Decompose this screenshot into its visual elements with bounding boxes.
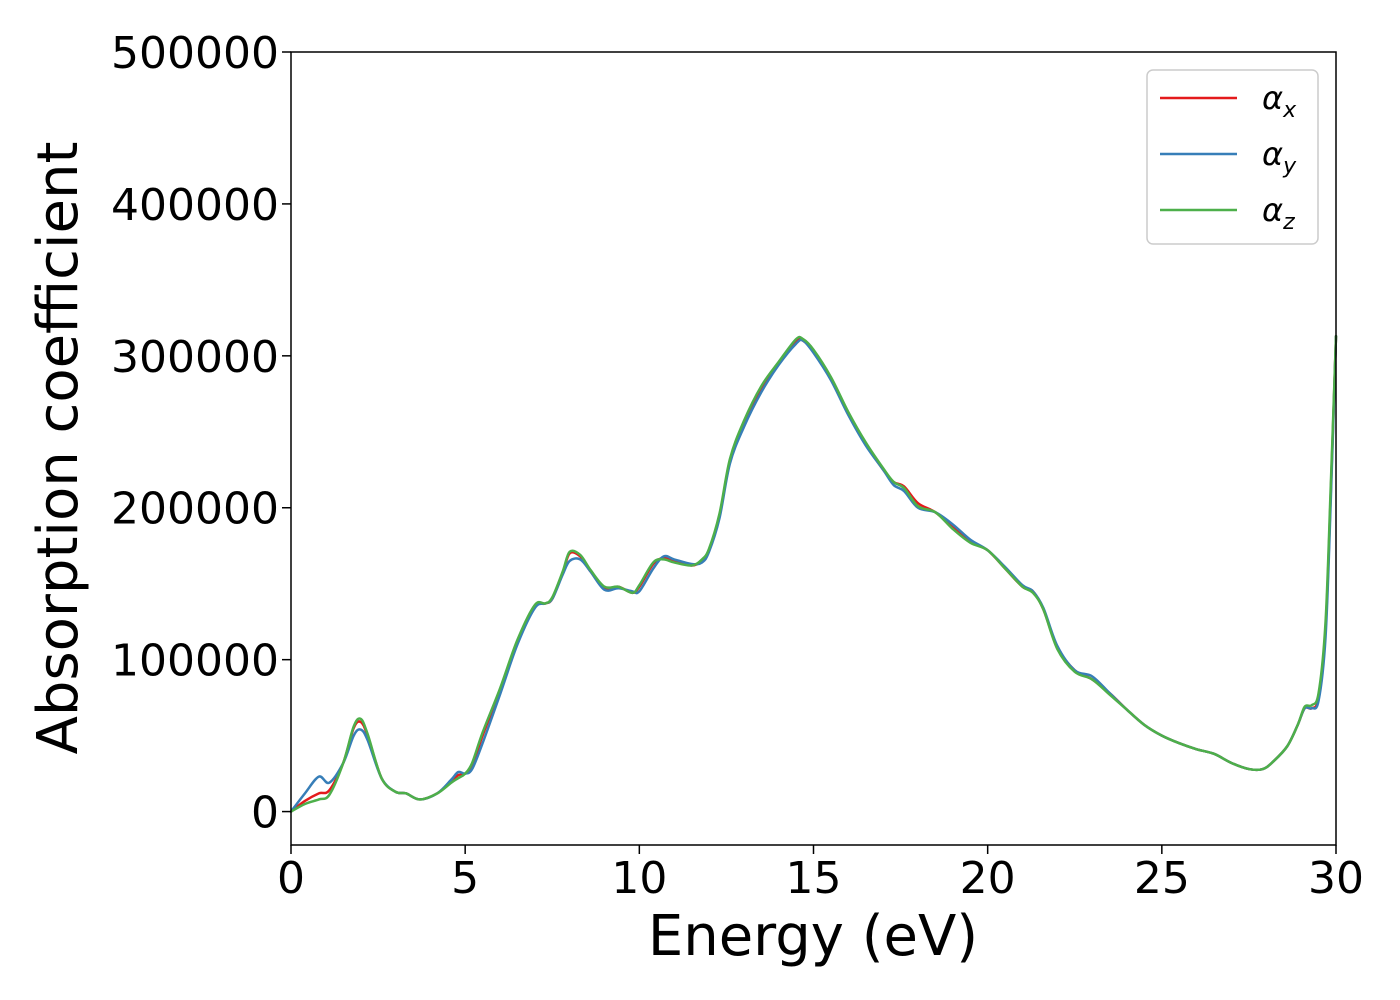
y-tick-label: 400000 [111, 180, 279, 231]
y-axis-ticks: 0 100000 200000 300000 400000 500000 [111, 28, 291, 839]
legend: αx αy αz [1146, 69, 1319, 245]
series-layer [289, 334, 1338, 813]
x-tick-label: 30 [1308, 853, 1364, 904]
y-tick-label: 100000 [111, 636, 279, 687]
y-tick-label: 0 [251, 788, 279, 839]
y-tick-label: 200000 [111, 484, 279, 535]
y-tick-label: 500000 [111, 28, 279, 79]
x-tick-label: 5 [451, 853, 479, 904]
x-axis-title: Energy (eV) [648, 904, 978, 969]
y-axis-title: Absorption coefficient [26, 142, 91, 755]
x-tick-label: 15 [786, 853, 842, 904]
y-tick-label: 300000 [111, 332, 279, 383]
x-tick-label: 25 [1134, 853, 1190, 904]
x-tick-label: 20 [960, 853, 1016, 904]
x-axis-ticks: 0 5 10 15 20 25 30 [277, 845, 1364, 904]
x-tick-label: 0 [277, 853, 305, 904]
legend-label-alpha-y: αy [1262, 135, 1297, 179]
series-line-alpha-z [289, 334, 1338, 813]
legend-label-alpha-x: αx [1262, 79, 1297, 123]
legend-box [1146, 69, 1319, 245]
x-tick-label: 10 [611, 853, 667, 904]
legend-label-alpha-z: αz [1262, 191, 1295, 235]
